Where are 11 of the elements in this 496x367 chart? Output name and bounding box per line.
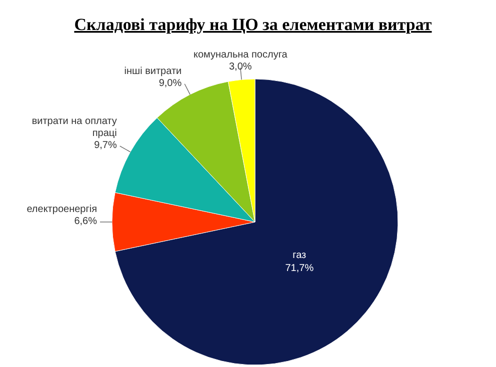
- slice-label: інші витрати: [124, 66, 182, 77]
- slice-label: комунальна послуга: [194, 50, 288, 61]
- data-label: 3,0%: [229, 62, 252, 73]
- chart-title: Складові тарифу на ЦО за елементами витрат: [74, 15, 432, 34]
- data-label: 9,0%: [158, 78, 182, 89]
- slice-label: електроенергія: [26, 204, 97, 215]
- data-label: 71,7%: [285, 263, 314, 274]
- data-label: 6,6%: [74, 216, 98, 227]
- data-label: 9,7%: [94, 140, 117, 152]
- slice-label: витрати на оплату праці: [32, 116, 117, 140]
- slice-label: газ: [292, 250, 307, 262]
